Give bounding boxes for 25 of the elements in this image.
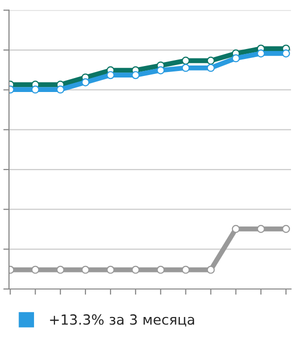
point [156, 266, 165, 274]
point [232, 54, 240, 62]
point [256, 49, 265, 58]
point [182, 64, 190, 72]
point [182, 266, 190, 274]
point [156, 66, 165, 74]
point [56, 266, 64, 274]
point [132, 266, 140, 274]
legend-label: +13.3% за 3 месяца [50, 314, 194, 327]
point [206, 64, 215, 72]
point [282, 49, 290, 58]
point [182, 56, 190, 65]
point [31, 266, 40, 274]
point [106, 266, 115, 274]
point [206, 266, 215, 274]
point [56, 85, 64, 94]
point [31, 85, 40, 94]
point [282, 224, 290, 233]
point [232, 224, 240, 233]
point [81, 266, 90, 274]
point [106, 71, 115, 80]
point [81, 78, 90, 86]
point [256, 224, 265, 233]
point [206, 56, 215, 65]
point [132, 71, 140, 80]
